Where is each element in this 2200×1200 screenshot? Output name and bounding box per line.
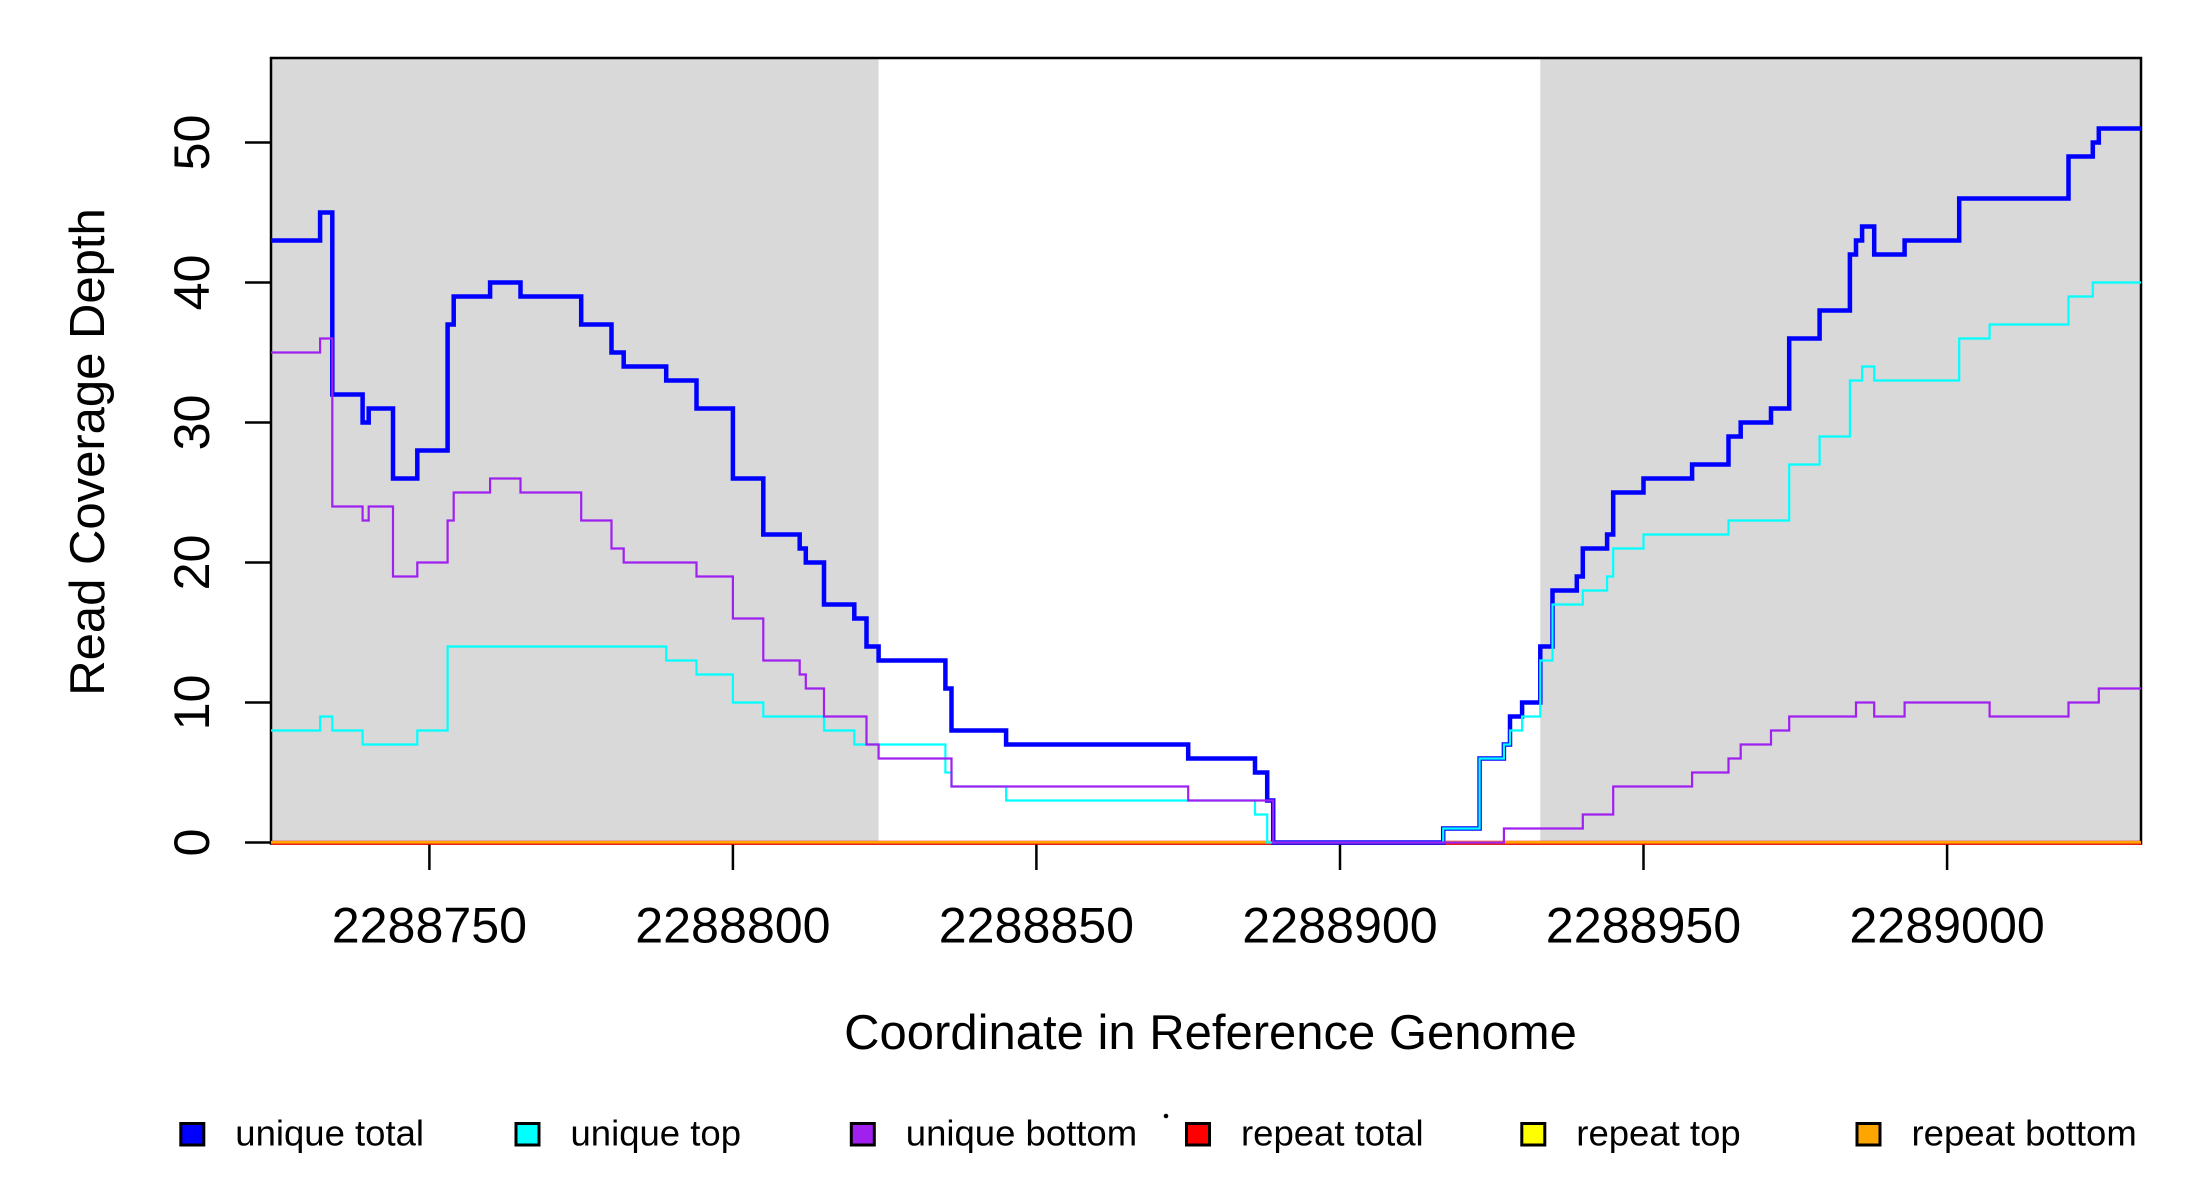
svg-text:2288950: 2288950 [1546, 898, 1741, 954]
svg-text:2288750: 2288750 [332, 898, 527, 954]
svg-text:repeat top: repeat top [1576, 1113, 1740, 1154]
svg-text:repeat bottom: repeat bottom [1912, 1113, 2137, 1154]
svg-text:30: 30 [164, 395, 220, 451]
svg-text:2288800: 2288800 [635, 898, 830, 954]
svg-text:0: 0 [164, 829, 220, 857]
svg-text:40: 40 [164, 255, 220, 311]
svg-text:unique bottom: unique bottom [906, 1113, 1137, 1154]
svg-text:50: 50 [164, 115, 220, 171]
svg-text:10: 10 [164, 675, 220, 731]
svg-text:repeat total: repeat total [1241, 1113, 1424, 1154]
svg-text:Coordinate in Reference Genome: Coordinate in Reference Genome [844, 1006, 1577, 1060]
svg-text:unique top: unique top [571, 1113, 742, 1154]
svg-text:unique total: unique total [235, 1113, 424, 1154]
svg-text:2289000: 2289000 [1849, 898, 2044, 954]
svg-text:20: 20 [164, 535, 220, 591]
svg-text:2288850: 2288850 [939, 898, 1134, 954]
svg-text:Read Coverage Depth: Read Coverage Depth [61, 208, 115, 696]
svg-text:2288900: 2288900 [1242, 898, 1437, 954]
